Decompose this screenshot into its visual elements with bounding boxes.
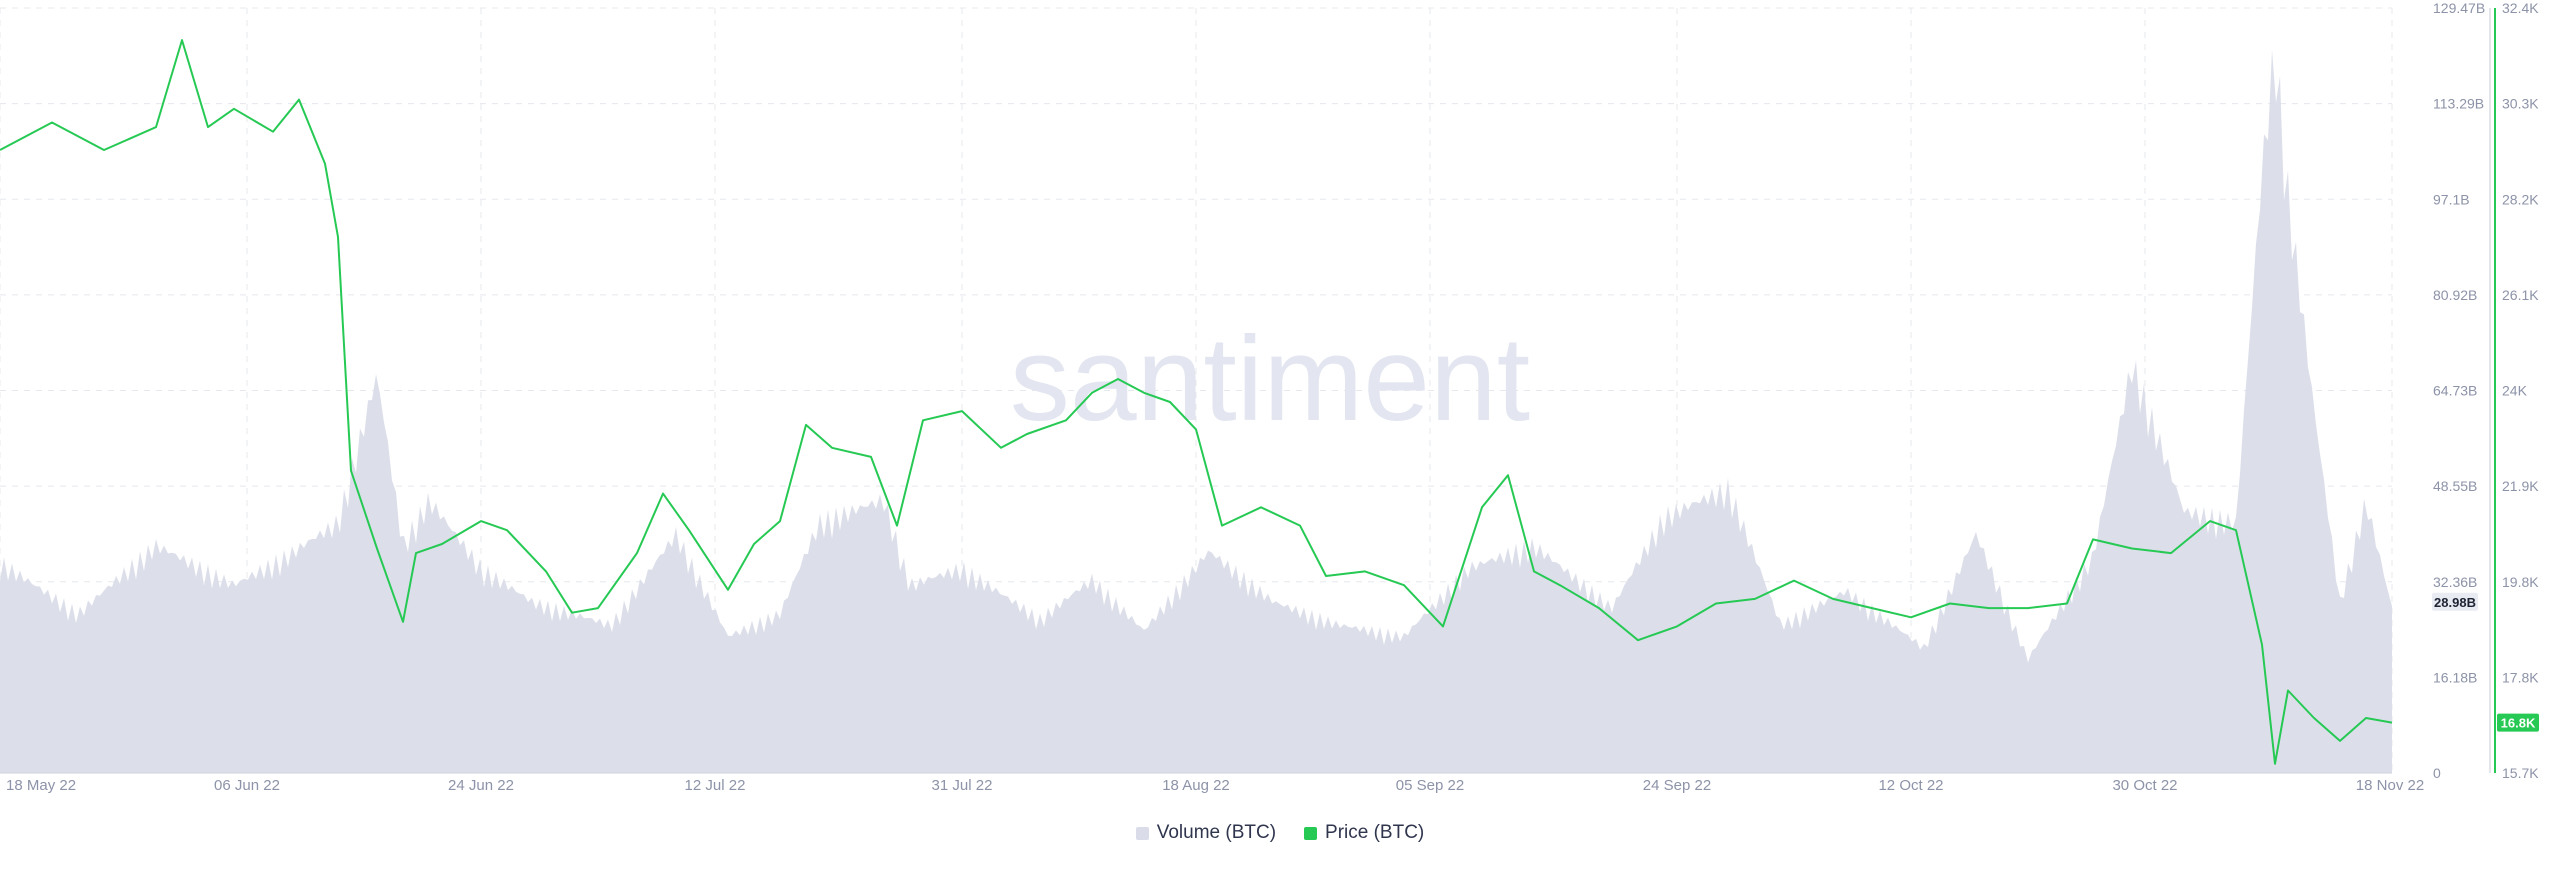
legend-label-price: Price (BTC) (1325, 822, 1425, 843)
axes: 18 May 22 06 Jun 22 24 Jun 22 12 Jul 22 31 J… (0, 0, 2539, 794)
y-right-tick-label: 26.1K (2502, 287, 2539, 303)
x-tick-label: 18 Aug 22 (1162, 777, 1230, 794)
x-tick-label: 18 Nov 22 (2356, 777, 2424, 794)
y-right-tick-label: 19.8K (2502, 574, 2539, 590)
legend: Volume (BTC) Price (BTC) (0, 822, 2560, 844)
legend-swatch-volume (1135, 826, 1149, 840)
price-current-label: 16.8K (2501, 716, 2536, 731)
x-tick-label: 24 Jun 22 (448, 777, 514, 794)
volume-current-label: 28.98B (2434, 595, 2476, 610)
y-left-tick-label: 16.18B (2433, 669, 2477, 685)
price-series (0, 39, 2393, 765)
price-current-badge (2497, 713, 2539, 732)
y-right-tick-label: 17.8K (2502, 669, 2539, 685)
y-left-tick-label: 80.92B (2433, 287, 2477, 303)
x-tick-label: 18 May 22 (6, 777, 76, 794)
volume-current-badge (2432, 592, 2478, 611)
y-right-tick-label: 24K (2502, 383, 2528, 399)
volume-area (0, 49, 2392, 774)
x-tick-label: 06 Jun 22 (214, 777, 280, 794)
y-left-tick-label: 0 (2433, 765, 2441, 781)
volume-series (0, 49, 2392, 774)
legend-item-price[interactable]: Price (BTC) (1304, 822, 1424, 844)
y-left-tick-label: 32.36B (2433, 574, 2477, 590)
y-left-tick-label: 97.1B (2433, 191, 2470, 207)
legend-label-volume: Volume (BTC) (1156, 822, 1277, 843)
price-line (0, 39, 2393, 765)
x-tick-label: 24 Sep 22 (1643, 777, 1711, 794)
y-right-tick-label: 30.3K (2502, 96, 2539, 112)
y-right-tick-label: 32.4K (2502, 0, 2539, 16)
y-left-tick-label: 113.29B (2433, 96, 2484, 112)
x-tick-label: 05 Sep 22 (1396, 777, 1464, 794)
x-tick-label: 31 Jul 22 (932, 777, 993, 794)
watermark: santiment (1010, 312, 1530, 446)
x-tick-label: 12 Oct 22 (1878, 777, 1943, 794)
x-tick-label: 12 Jul 22 (685, 777, 746, 794)
y-right-tick-label: 15.7K (2502, 765, 2539, 781)
legend-swatch-price (1304, 826, 1318, 840)
y-left-tick-label: 64.73B (2433, 383, 2477, 399)
y-right-tick-label: 28.2K (2502, 191, 2539, 207)
x-tick-label: 30 Oct 22 (2112, 777, 2177, 794)
legend-item-volume[interactable]: Volume (BTC) (1135, 822, 1277, 844)
y-left-tick-label: 129.47B (2433, 0, 2485, 16)
y-left-tick-label: 48.55B (2433, 478, 2477, 494)
y-right-tick-label: 21.9K (2502, 478, 2539, 494)
